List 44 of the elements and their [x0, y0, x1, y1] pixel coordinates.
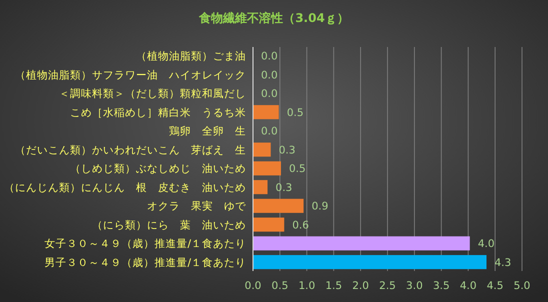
data-label: 0.3: [276, 182, 292, 194]
bar: [253, 142, 271, 157]
bar: [253, 236, 470, 250]
data-label: 0.0: [261, 88, 278, 100]
text: 2.0: [352, 280, 369, 292]
bar: [253, 105, 279, 120]
bar: [253, 180, 268, 194]
y-tick-label: ＜調味料類＞（だし類）顆粒和風だし: [59, 87, 246, 100]
data-label: 0.0: [261, 69, 278, 82]
text: 5.0: [514, 280, 530, 292]
text: 0.0: [244, 280, 262, 292]
text: 4.0: [460, 280, 477, 292]
text: 1.0: [298, 280, 316, 292]
text: 1.5: [325, 280, 342, 292]
text: 2.5: [379, 280, 396, 292]
y-tick-label: （しめじ類）ぶなしめじ 油いため: [70, 162, 246, 176]
y-tick-label: 女子３０～４９（歳）推進量/１食あたり: [44, 237, 246, 250]
bar: [253, 198, 304, 213]
data-label: 0.9: [312, 200, 328, 213]
text: 4.5: [486, 280, 504, 292]
y-tick-label: （にんじん類）にんじん 根 皮むき 油いため: [4, 180, 246, 194]
y-tick-label: 男子３０～４９（歳）推進量/１食あたり: [44, 256, 246, 269]
text: 0.5: [272, 280, 288, 292]
text: 3.5: [432, 280, 450, 292]
data-label: 4.0: [478, 238, 495, 250]
text: 3.0: [406, 280, 423, 292]
y-tick-label: （にら類）にら 葉 油いため: [92, 218, 246, 232]
data-label: 0.0: [261, 126, 278, 138]
y-tick-label: （植物油脂類）サフラワー油 ハイオレイック: [15, 68, 246, 82]
bar: [253, 255, 486, 270]
data-label: 0.5: [288, 163, 306, 176]
y-tick-label: オクラ 果実 ゆで: [147, 200, 247, 213]
data-label: 0.3: [278, 144, 296, 156]
y-tick-label: （だいこん類）かいわれだいこん 芽ばえ 生: [15, 143, 246, 156]
bar: [253, 218, 284, 232]
y-tick-label: 鶏卵 全卵 生: [169, 124, 246, 138]
data-label: 4.3: [494, 256, 512, 269]
y-tick-label: （植物油脂類）ごま油: [136, 50, 246, 63]
data-label: 0.6: [292, 219, 310, 232]
data-label: 0.5: [286, 106, 304, 119]
bar: [253, 161, 281, 176]
data-label: 0.0: [261, 50, 278, 63]
y-tick-label: こめ［水稲めし］精白米 うるち米: [70, 106, 246, 119]
chart-title: 食物繊維不溶性（3.04ｇ）: [198, 11, 349, 25]
